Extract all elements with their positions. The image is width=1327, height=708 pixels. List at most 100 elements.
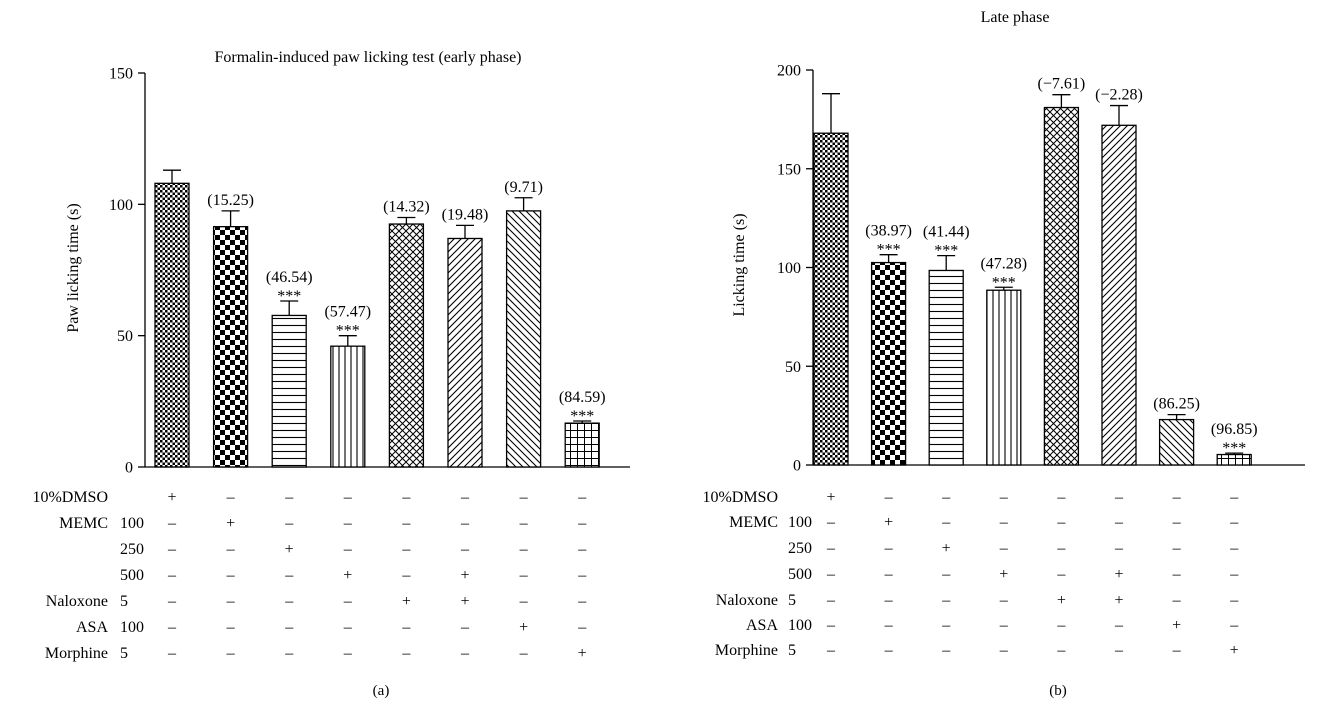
panel-a-treatment-mark: – [343, 593, 353, 610]
panel-b-treatment-dose: 5 [788, 642, 796, 659]
panel-b-treatment-mark: – [1172, 489, 1182, 506]
panel-b-treatment-mark: – [826, 566, 836, 583]
panel-a-treatment-mark: – [401, 515, 411, 532]
panel-b-treatment-mark: – [1056, 642, 1066, 659]
panel-b-treatment-mark: – [884, 617, 894, 634]
panel-b-treatment-mark: + [1230, 642, 1239, 659]
panel-a-y-tick-label: 100 [109, 197, 133, 214]
panel-b-y-tick-label: 0 [793, 458, 801, 475]
panel-b-treatment-mark: – [941, 514, 951, 531]
panel-b-treatment-mark: – [1056, 617, 1066, 634]
panel-b-percent-label: (−2.28) [1095, 87, 1143, 104]
panel-b-percent-label: (96.85) [1211, 421, 1258, 438]
panel-a-percent-label: (9.71) [504, 179, 543, 196]
panel-b-treatment-mark: + [1057, 592, 1066, 609]
panel-b-bar [1158, 418, 1195, 466]
panel-a-treatment-mark: – [226, 645, 236, 662]
panel-a-bar [447, 237, 483, 468]
panel-a-treatment-mark: – [519, 567, 529, 584]
panel-b-treatment-mark: + [1172, 617, 1181, 634]
panel-a-percent-label: (15.25) [207, 192, 254, 209]
panel-b-treatment-name: 10%DMSO [702, 489, 778, 506]
panel-b-panel-label: (b) [1049, 683, 1067, 699]
panel-a-treatment-mark: – [343, 619, 353, 636]
panel-b-treatment-mark: + [1114, 592, 1123, 609]
panel-a-y-tick-label: 0 [125, 460, 133, 477]
panel-a-bar [388, 223, 425, 468]
panel-a-treatment-mark: – [401, 567, 411, 584]
panel-a-treatment-mark: + [167, 489, 176, 506]
panel-a-bar [154, 182, 190, 468]
panel-a-panel-label: (a) [373, 683, 390, 699]
panel-b-y-tick-label: 200 [777, 63, 801, 80]
panel-b-y-tick-label: 150 [777, 161, 801, 178]
panel-b-treatment-mark: – [999, 540, 1009, 557]
panel-a-percent-label: (84.59) [559, 389, 606, 406]
panel-b-significance-label: *** [992, 274, 1016, 291]
panel-b-treatment-name: Naloxone [716, 592, 778, 609]
panel-b-percent-label: (41.44) [923, 224, 970, 241]
panel-b-treatment-mark: – [1229, 566, 1239, 583]
panel-a-percent-label: (46.54) [266, 269, 313, 286]
panel-a-treatment-mark: – [460, 645, 470, 662]
panel-b-percent-label: (86.25) [1153, 396, 1200, 413]
panel-a-treatment-mark: – [167, 619, 177, 636]
panel-b-bar [813, 132, 849, 466]
panel-a-treatment-mark: – [577, 593, 587, 610]
panel-b-treatment-dose: 100 [788, 617, 812, 634]
panel-a-treatment-mark: – [460, 619, 470, 636]
panel-a-treatment-mark: – [226, 489, 236, 506]
panel-a-treatment-mark: – [226, 619, 236, 636]
panel-a-treatment-mark: – [519, 593, 529, 610]
panel-b-treatment-mark: – [1172, 642, 1182, 659]
panel-b-treatment-mark: + [999, 566, 1008, 583]
panel-b-treatment-mark: – [1114, 489, 1124, 506]
panel-a-treatment-mark: – [284, 619, 294, 636]
panel-a-treatment-dose: 100 [120, 619, 144, 636]
panel-a-treatment-table: 10%DMSO + – – – – – – – MEMC 100 – + – – – – – – 250 – – + – – – –… [32, 489, 587, 662]
panel-b-treatment-table: 10%DMSO + – – – – – – –MEMC 100– + – – – – – –250– – + – – – –… [702, 489, 1239, 659]
panel-a-treatment-mark: – [284, 567, 294, 584]
panel-a-treatment-mark: – [343, 645, 353, 662]
panel-b-treatment-mark: – [1114, 617, 1124, 634]
panel-a-treatment-mark: – [401, 541, 411, 558]
panel-a-treatment-mark: + [285, 541, 294, 558]
panel-a-treatment-mark: – [519, 645, 529, 662]
panel-a-treatment-mark: + [343, 567, 352, 584]
panel-b-treatment-mark: – [999, 489, 1009, 506]
panel-b-treatment-mark: – [941, 489, 951, 506]
panel-a-percent-label: (14.32) [383, 198, 430, 215]
panel-a-treatment-mark: – [226, 593, 236, 610]
panel-b-treatment-mark: – [1172, 592, 1182, 609]
panel-a-treatment-mark: + [226, 515, 235, 532]
panel-b-treatment-mark: – [1114, 514, 1124, 531]
panel-b-significance-label: *** [1222, 440, 1246, 457]
panel-b-treatment-mark: – [999, 592, 1009, 609]
panel-b-bar [928, 269, 964, 466]
panel-a-significance-label: *** [570, 408, 594, 425]
panel-a-treatment-mark: – [343, 515, 353, 532]
panel-b-bar [1043, 106, 1080, 466]
panel-b-treatment-mark: – [1229, 592, 1239, 609]
panel-a-treatment-mark: – [167, 541, 177, 558]
panel-a-bar [330, 345, 366, 468]
panel-b-title: Late phase [981, 9, 1050, 26]
panel-b-y-axis-label: Licking time (s) [731, 213, 748, 316]
panel-a-bar [212, 226, 249, 468]
panel-a-significance-label: *** [336, 323, 360, 340]
panel-b-treatment-mark: – [884, 642, 894, 659]
panel-a-treatment-mark: – [519, 541, 529, 558]
panel-b-treatment-mark: – [884, 489, 894, 506]
panel-a-y-tick-label: 150 [109, 66, 133, 83]
panel-b-treatment-mark: – [941, 617, 951, 634]
panel-a-plot-area: 0 50 100 150 (15.25) *** (46.54) *** (57.47) (14.… [109, 66, 630, 477]
panel-a-y-tick-label: 50 [117, 328, 133, 345]
panel-a-treatment-name: 10%DMSO [32, 489, 108, 506]
panel-b-percent-label: (38.97) [865, 223, 912, 240]
panel-a-treatment-mark: – [577, 489, 587, 506]
panel-a-bar [564, 422, 600, 468]
panel-b-bar [986, 289, 1022, 466]
panel-a-treatment-name: Naloxone [46, 593, 108, 610]
panel-a-treatment-name: MEMC [59, 515, 108, 532]
panel-b-bar [1101, 124, 1137, 466]
